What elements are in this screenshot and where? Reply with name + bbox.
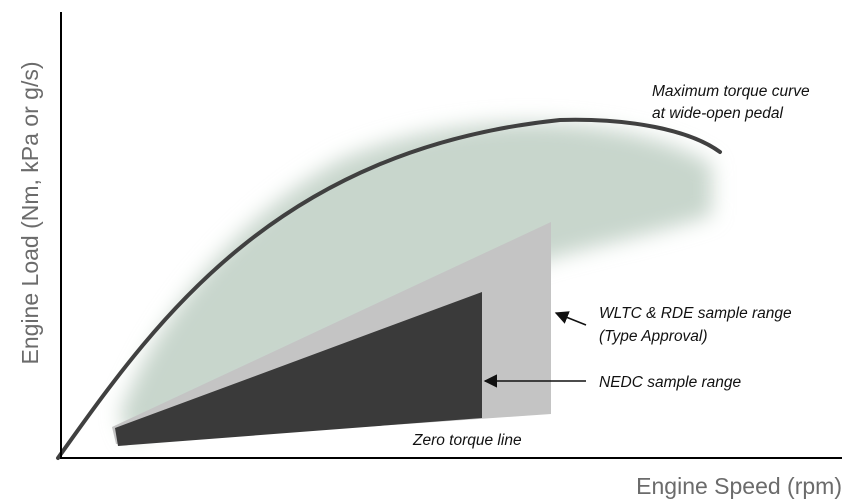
y-axis-title: Engine Load (Nm, kPa or g/s): [17, 62, 43, 365]
zero-torque-label: Zero torque line: [412, 432, 522, 449]
max-torque-label-line1: Maximum torque curve: [652, 83, 810, 100]
maximum-torque-curve: [56, 117, 722, 460]
nedc-sample-range: [115, 292, 482, 446]
max-torque-label-line2: at wide-open pedal: [652, 105, 784, 122]
wltc-label-line1: WLTC & RDE sample range: [599, 305, 792, 322]
wltc-arrow: [554, 311, 587, 326]
x-axis-title: Engine Speed (rpm): [636, 473, 842, 499]
nedc-label: NEDC sample range: [599, 374, 742, 391]
wltc-label-line2: (Type Approval): [599, 328, 708, 345]
